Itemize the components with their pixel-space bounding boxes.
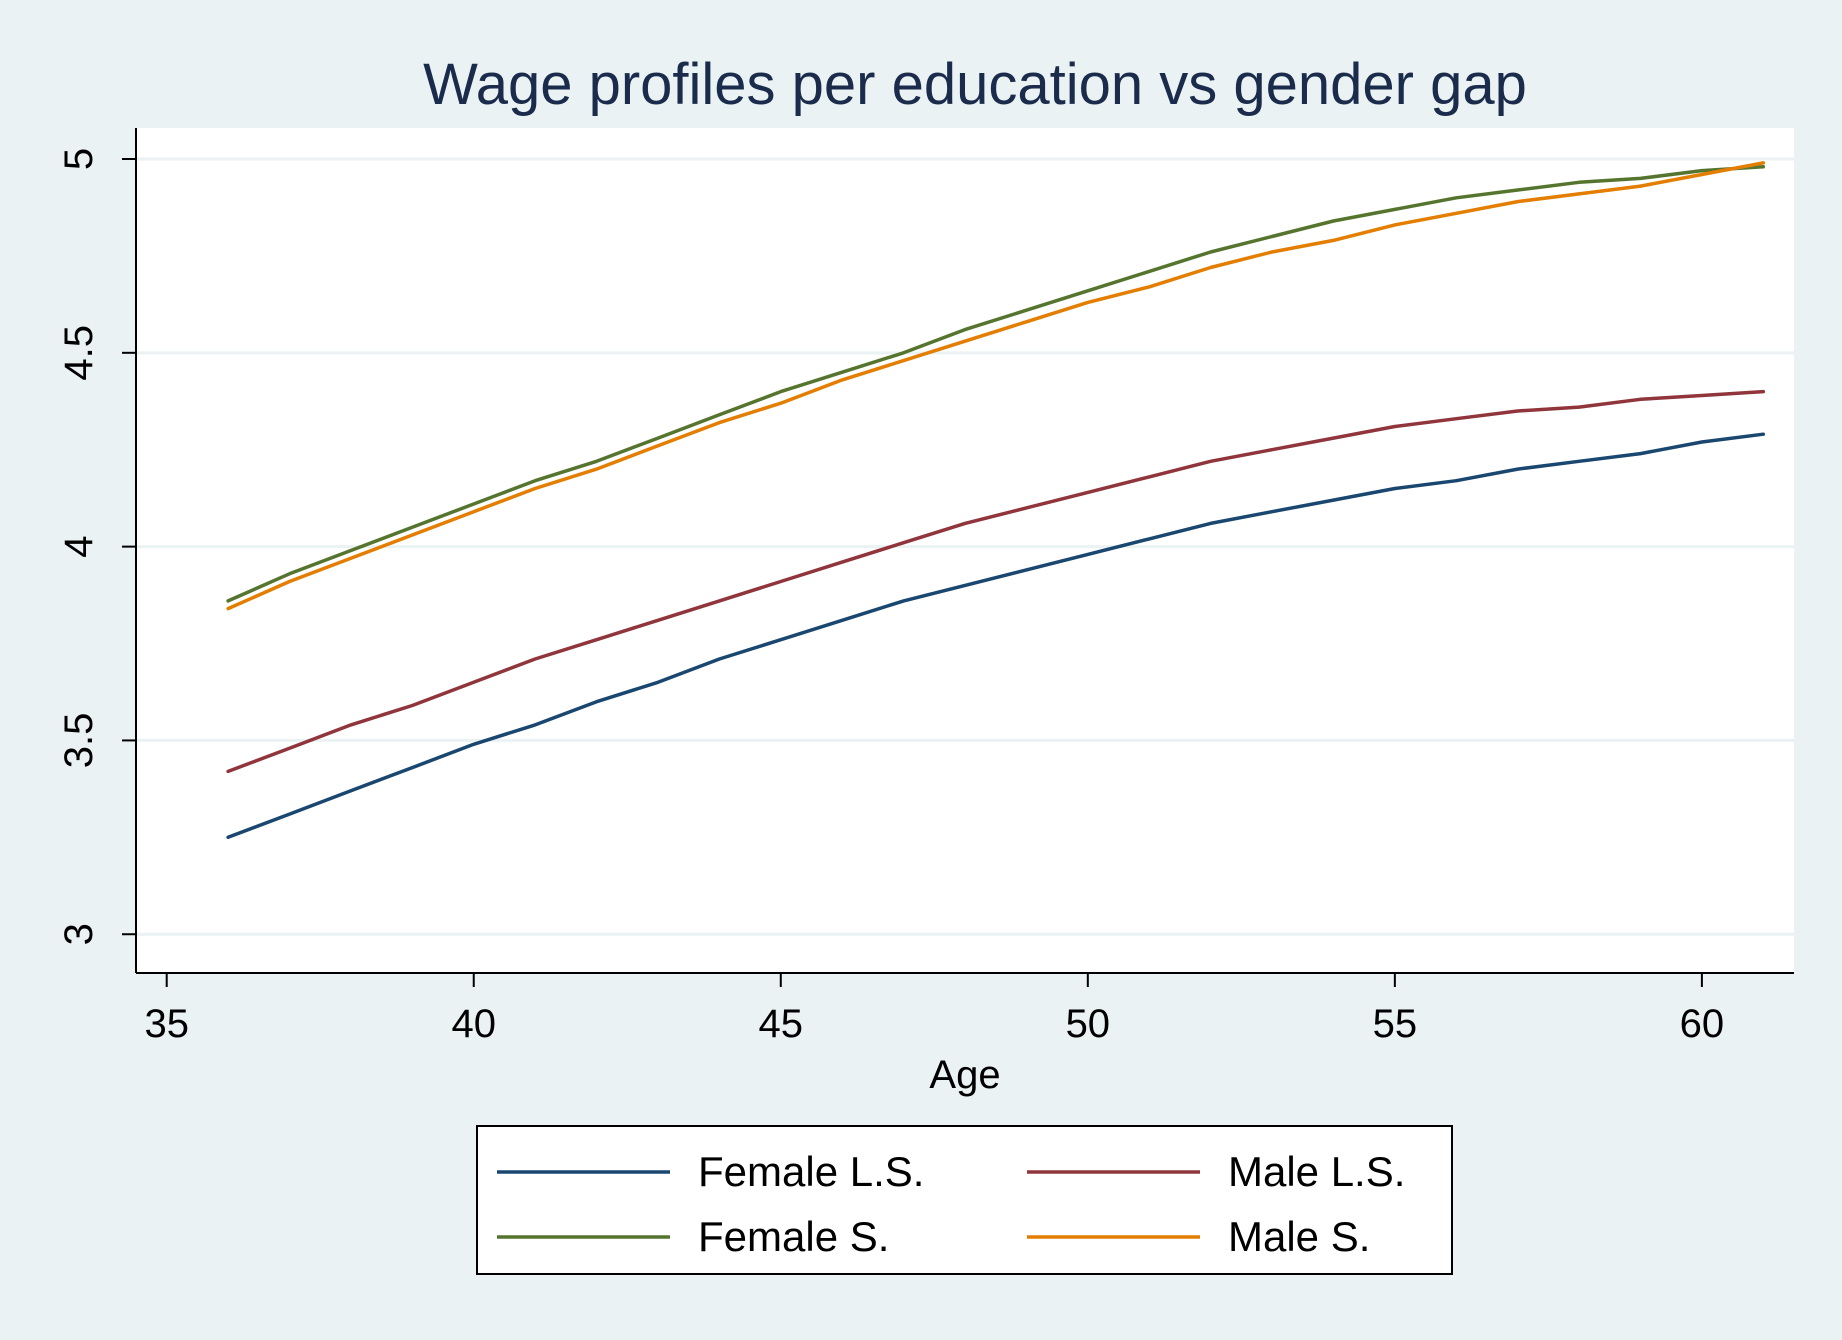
series-line (226, 165, 1766, 603)
x-tick-label: 60 (1680, 1002, 1725, 1046)
series-lines (226, 161, 1766, 840)
x-tick-label: 50 (1066, 1002, 1111, 1046)
legend-label: Male S. (1228, 1213, 1370, 1260)
y-tick-label: 4.5 (57, 325, 101, 381)
series-line (226, 161, 1766, 611)
y-tick-label: 3.5 (57, 713, 101, 769)
legend-label: Female S. (698, 1213, 889, 1260)
x-axis-ticks: 35 40 45 50 55 60 (144, 973, 1724, 1046)
plot-area (136, 128, 1794, 973)
chart-title: Wage profiles per education vs gender ga… (423, 52, 1527, 117)
legend-label: Male L.S. (1228, 1148, 1405, 1195)
y-tick-label: 4 (57, 535, 101, 557)
y-axis-ticks: 3 3.5 4 4.5 5 (57, 148, 136, 945)
legend: Female L.S. Male L.S. Female S. Male S. (476, 1125, 1453, 1275)
gridlines (136, 157, 1794, 936)
x-axis-title: Age (929, 1053, 1000, 1097)
legend-box (476, 1125, 1453, 1275)
x-tick-label: 40 (451, 1002, 496, 1046)
series-line (226, 432, 1766, 840)
x-tick-label: 45 (759, 1002, 804, 1046)
series-line (226, 389, 1766, 774)
y-tick-label: 3 (57, 923, 101, 945)
y-tick-label: 5 (57, 148, 101, 170)
x-tick-label: 55 (1373, 1002, 1418, 1046)
legend-label: Female L.S. (698, 1148, 924, 1195)
x-tick-label: 35 (144, 1002, 189, 1046)
